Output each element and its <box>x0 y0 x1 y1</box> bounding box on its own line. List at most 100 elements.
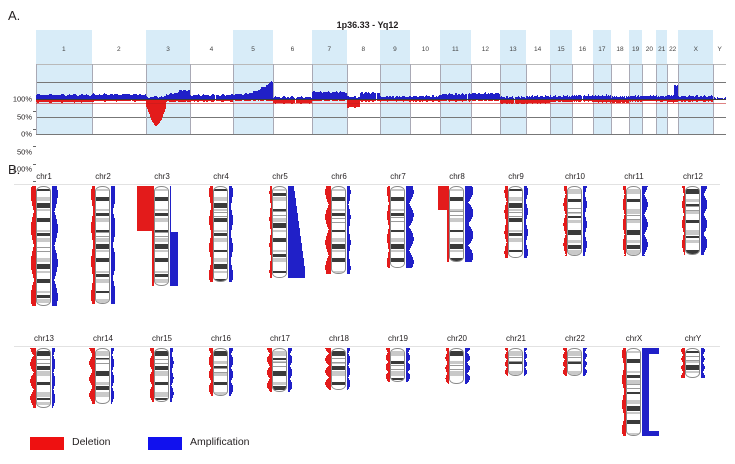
cytoband <box>332 209 345 212</box>
amplification-frequency-bar <box>126 94 128 99</box>
deletion-segment <box>32 204 36 205</box>
deletion-frequency-bar <box>327 99 329 102</box>
deletion-segment <box>328 389 331 390</box>
amplification-frequency-bar <box>474 93 476 99</box>
cytoband <box>37 217 50 222</box>
amplification-frequency-bar <box>486 93 488 99</box>
deletion-segment <box>32 218 36 219</box>
amplification-frequency-bar <box>625 97 627 99</box>
deletion-frequency-bar <box>631 99 633 102</box>
amplification-frequency-bar <box>409 95 411 99</box>
deletion-frequency-bar <box>168 99 170 102</box>
amplification-frequency-bar <box>449 93 451 99</box>
amplification-segment <box>288 277 305 278</box>
deletion-frequency-bar <box>604 99 606 103</box>
amplification-frequency-bar <box>725 97 727 99</box>
deletion-frequency-bar <box>669 99 671 103</box>
cytoband <box>37 402 50 405</box>
amplification-frequency-bar <box>90 95 92 99</box>
deletion-segment <box>31 199 36 200</box>
amplification-frequency-bar <box>318 92 320 99</box>
amplification-frequency-bar <box>698 96 700 99</box>
deletion-frequency-bar <box>73 99 75 103</box>
amplification-frequency-bar <box>41 95 43 99</box>
amplification-frequency-bar <box>142 95 144 99</box>
deletion-frequency-bar <box>650 99 652 102</box>
amplification-segment <box>524 375 526 376</box>
deletion-segment <box>30 196 36 197</box>
deletion-frequency-bar <box>289 99 291 103</box>
chromosome-axis-label: 17 <box>598 46 606 53</box>
deletion-frequency-bar <box>79 99 81 103</box>
amplification-frequency-bar <box>212 94 214 99</box>
deletion-segment <box>30 298 36 299</box>
deletion-frequency-bar <box>116 99 118 102</box>
amplification-segment <box>229 395 231 396</box>
zero-baseline <box>36 99 726 100</box>
cytoband <box>332 233 345 237</box>
cytoband <box>627 415 640 419</box>
amplification-frequency-bar <box>116 94 118 99</box>
deletion-frequency-bar <box>124 99 126 102</box>
amplification-frequency-bar <box>564 95 566 99</box>
amplification-frequency-bar <box>264 87 266 99</box>
deletion-segment <box>33 246 36 247</box>
deletion-frequency-bar <box>89 99 91 102</box>
deletion-frequency-bar <box>48 99 50 103</box>
deletion-frequency-bar <box>693 99 695 102</box>
deletion-frequency-bar <box>438 99 440 102</box>
amplification-track <box>406 348 426 382</box>
amplification-frequency-bar <box>298 97 300 99</box>
amplification-frequency-bar <box>514 97 516 99</box>
deletion-frequency-bar <box>285 99 287 104</box>
deletion-frequency-bar <box>224 99 226 102</box>
amplification-frequency-bar <box>489 93 491 99</box>
amplification-segment <box>52 239 57 240</box>
amplification-frequency-bar <box>672 95 674 99</box>
deletion-frequency-bar <box>71 99 73 103</box>
amplification-frequency-bar <box>58 95 60 99</box>
amplification-frequency-bar <box>712 95 714 99</box>
amplification-frequency-bar <box>49 93 51 99</box>
amplification-frequency-bar <box>328 91 330 99</box>
deletion-frequency-bar <box>689 99 691 102</box>
amplification-frequency-bar <box>526 95 528 99</box>
amplification-frequency-bar <box>163 96 165 99</box>
amplification-segment <box>52 195 58 196</box>
deletion-segment <box>30 193 36 194</box>
amplification-frequency-bar <box>647 95 649 99</box>
amplification-segment <box>52 247 55 248</box>
deletion-frequency-bar <box>611 99 613 103</box>
gridline-horizontal <box>36 134 726 135</box>
deletion-frequency-bar <box>196 99 198 102</box>
amplification-frequency-bar <box>146 96 148 99</box>
cytoband <box>214 238 227 242</box>
amplification-frequency-bar <box>632 95 634 99</box>
amplification-segment <box>52 187 58 188</box>
amplification-segment <box>583 375 585 376</box>
cytoband <box>37 274 50 278</box>
amplification-frequency-bar <box>338 93 340 99</box>
amplification-frequency-bar <box>153 97 154 99</box>
cytoband <box>450 243 463 249</box>
amplification-frequency-bar <box>245 93 247 99</box>
amplification-frequency-bar <box>383 96 385 99</box>
amplification-frequency-bar <box>685 95 687 99</box>
cytoband <box>391 351 404 356</box>
amplification-frequency-bar <box>329 91 331 99</box>
deletion-segment <box>33 282 36 283</box>
amplification-frequency-bar <box>69 94 71 99</box>
amplification-frequency-bar <box>103 93 105 99</box>
amplification-frequency-bar <box>168 94 170 99</box>
cytoband <box>627 375 640 378</box>
ideogram-label: chr18 <box>328 334 349 343</box>
cytoband <box>37 284 50 290</box>
deletion-frequency-bar <box>634 99 636 102</box>
deletion-frequency-bar <box>467 99 469 102</box>
amplification-segment <box>52 201 57 202</box>
amplification-frequency-bar <box>73 94 75 99</box>
amplification-frequency-bar <box>608 95 610 99</box>
amplification-frequency-bar <box>115 93 117 99</box>
amplification-frequency-bar <box>181 90 183 99</box>
deletion-segment <box>31 304 36 305</box>
